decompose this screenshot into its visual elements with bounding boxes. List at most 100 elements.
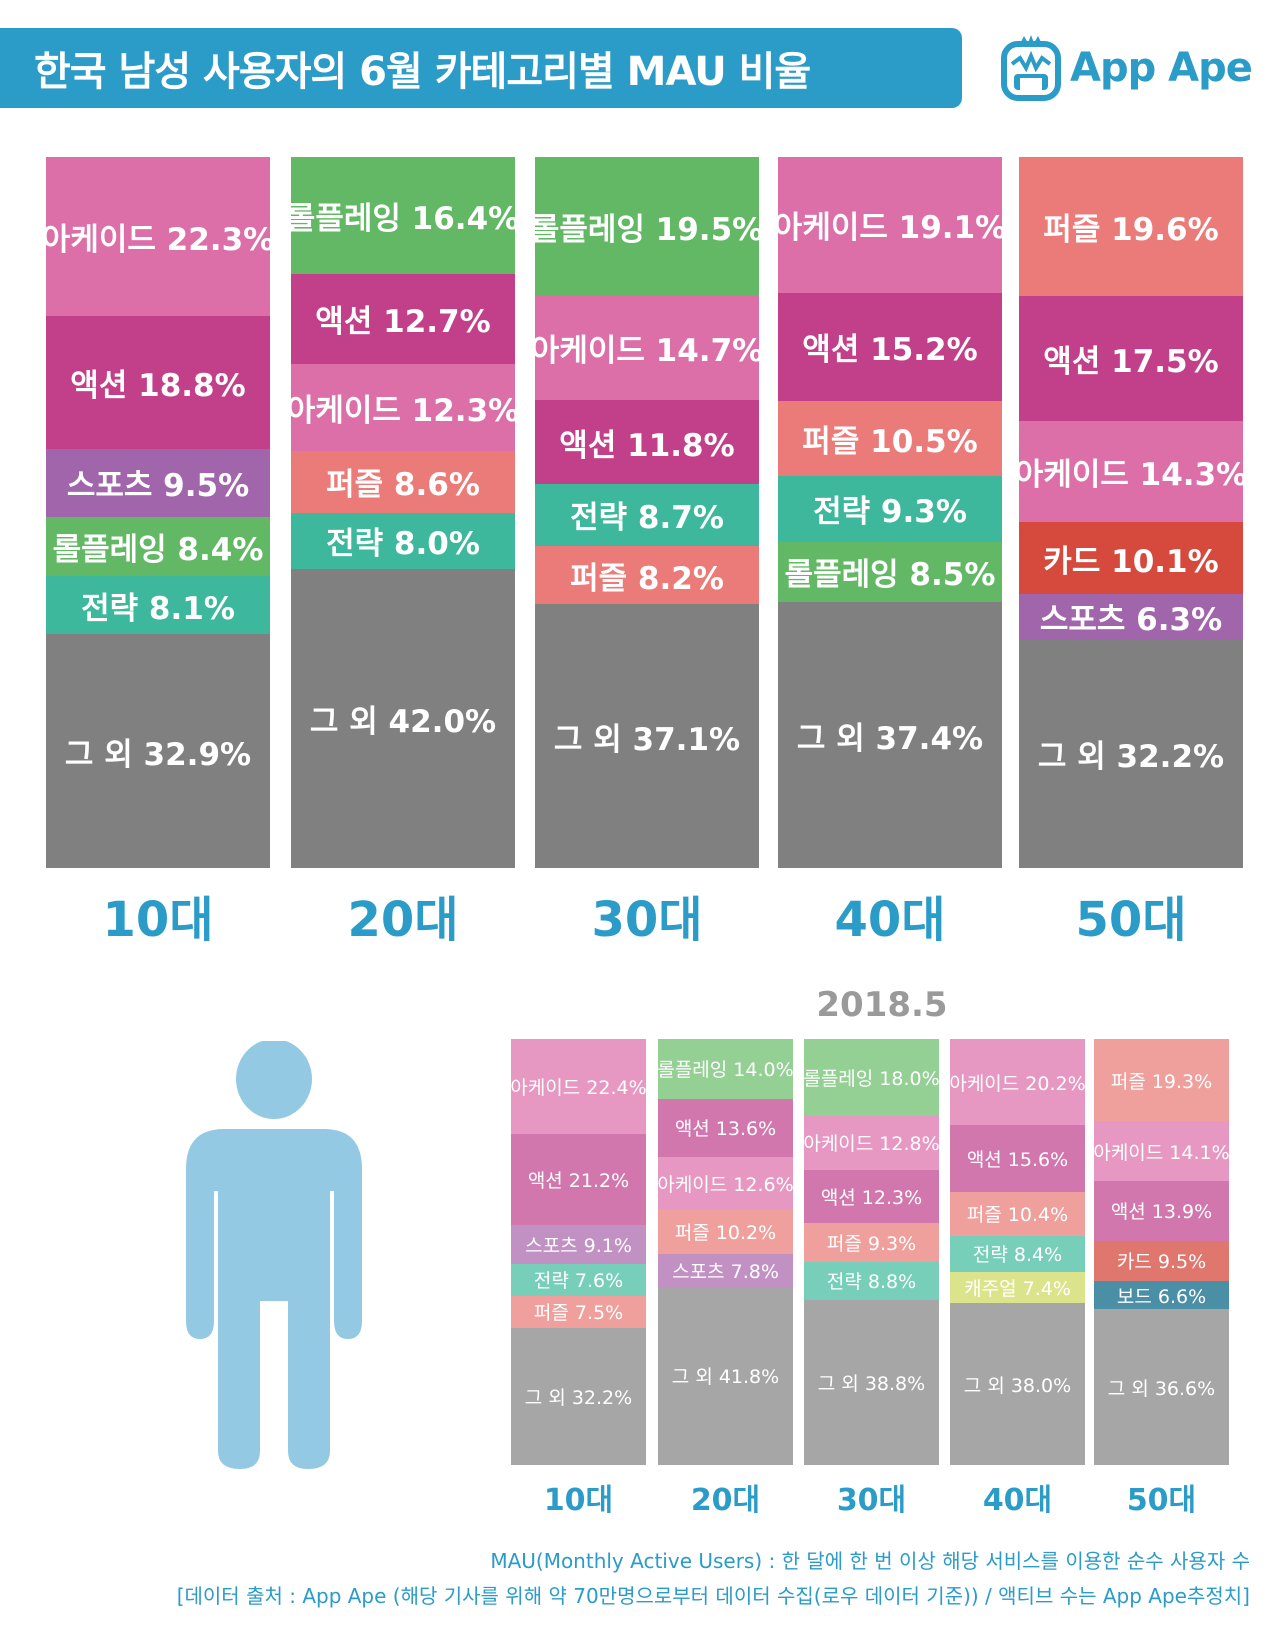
data-label: 액션 12.3% [820,1186,923,1209]
data-label: 롤플레잉 8.5% [784,557,996,594]
bar-segment: 아케이드 22.3% [46,157,270,316]
category-label: 50대 [1126,1483,1197,1518]
bar-segment: 그 외 41.8% [658,1286,793,1465]
footer-mau-definition: MAU(Monthly Active Users) : 한 달에 한 번 이상 … [490,1549,1250,1573]
bar-segment: 카드 9.5% [1094,1240,1229,1281]
stack-column: 롤플레잉 19.5% 아케이드 14.7% 액션 11.8% 전략 8.7% 퍼즐 8.… [535,157,759,868]
footer-data-source: [데이터 출처 : App Ape (해당 기사를 위해 약 70만명으로부터 … [176,1584,1250,1608]
data-label: 액션 15.6% [966,1148,1069,1171]
app-ape-logo: App Ape [1000,32,1253,104]
data-label: 액션 21.2% [527,1170,630,1193]
data-label: 롤플레잉 8.4% [52,532,264,569]
bar-segment: 액션 13.9% [1094,1181,1229,1241]
data-label: 그 외 37.4% [796,720,984,757]
data-label: 퍼즐 19.3% [1110,1070,1213,1093]
stack-column: 아케이드 19.1% 액션 15.2% 퍼즐 10.5% 전략 9.3% 롤플레잉 8.… [778,157,1002,868]
logo-text: App Ape [1070,45,1253,91]
stack-column: 퍼즐 19.6% 액션 17.5% 아케이드 14.3% 카드 10.1% 스포츠 6.… [1019,157,1243,868]
data-label: 아케이드 12.6% [658,1173,793,1196]
data-label: 아케이드 12.3% [291,393,515,430]
bar-segment: 액션 12.7% [291,273,515,364]
data-label: 퍼즐 10.2% [674,1222,777,1245]
bar-segment: 퍼즐 10.4% [950,1191,1085,1236]
data-label: 그 외 38.0% [963,1374,1072,1397]
data-label: 액션 12.7% [315,304,491,341]
prev-chart-title: 2018.5 [816,985,948,1025]
bar-segment: 액션 17.5% [1019,296,1243,421]
category-label: 10대 [543,1483,614,1518]
bar-segment: 카드 10.1% [1019,522,1243,595]
bar-segment: 그 외 38.8% [804,1299,939,1465]
data-label: 카드 9.5% [1116,1251,1207,1274]
bar-segment: 스포츠 6.3% [1019,594,1243,640]
data-label: 전략 8.8% [826,1271,917,1294]
bar-segment: 퍼즐 19.3% [1094,1039,1229,1122]
bar-segment: 그 외 37.4% [778,602,1002,868]
bar-segment: 전략 8.8% [804,1262,939,1300]
bar-segment: 액션 18.8% [46,315,270,450]
data-label: 그 외 32.2% [1037,739,1225,776]
stack-column: 아케이드 22.3% 액션 18.8% 스포츠 9.5% 롤플레잉 8.4% 전략 8.… [46,157,270,868]
male-person-icon [186,1041,362,1469]
bar-segment: 아케이드 14.7% [535,295,759,401]
category-label: 40대 [834,892,946,948]
category-label: 10대 [102,892,214,948]
bar-segment: 전략 8.7% [535,484,759,546]
category-label: 40대 [982,1483,1053,1518]
bar-segment: 액션 21.2% [511,1134,646,1225]
bar-segment: 롤플레잉 16.4% [291,157,515,274]
data-label: 보드 6.6% [1116,1285,1207,1308]
bar-segment: 그 외 37.1% [535,604,759,868]
bar-segment: 전략 8.0% [291,512,515,570]
data-label: 롤플레잉 16.4% [291,200,515,237]
bar-segment: 아케이드 19.1% [778,157,1002,293]
data-label: 그 외 36.6% [1107,1377,1216,1400]
stack-column: 롤플레잉 16.4% 액션 12.7% 아케이드 12.3% 퍼즐 8.6% 전략 8.… [291,157,515,868]
bar-segment: 아케이드 12.8% [804,1115,939,1171]
bar-segment: 스포츠 9.5% [46,449,270,517]
category-label: 20대 [690,1483,761,1518]
data-label: 전략 8.4% [972,1244,1063,1267]
data-label: 스포츠 9.5% [66,468,250,505]
bar-segment: 아케이드 12.6% [658,1156,793,1211]
category-label: 30대 [591,892,703,948]
bar-segment: 그 외 36.6% [1094,1309,1229,1465]
bar-segment: 캐주얼 7.4% [950,1271,1085,1304]
data-label: 아케이드 20.2% [950,1072,1085,1095]
data-label: 퍼즐 9.3% [826,1232,917,1255]
bar-segment: 아케이드 14.3% [1019,420,1243,523]
data-label: 퍼즐 8.2% [570,560,724,597]
bar-segment: 아케이드 14.1% [1094,1121,1229,1182]
category-label: 50대 [1075,892,1187,948]
data-label: 액션 13.6% [674,1118,777,1141]
page-title: 한국 남성 사용자의 6월 카테고리별 MAU 비율 [0,28,962,108]
data-label: 그 외 42.0% [309,704,497,741]
bar-segment: 액션 13.6% [658,1098,793,1157]
data-label: 아케이드 14.7% [535,333,759,370]
bar-segment: 스포츠 9.1% [511,1224,646,1264]
bar-segment: 전략 9.3% [778,475,1002,542]
bar-segment: 그 외 42.0% [291,569,515,868]
category-label: 20대 [347,892,459,948]
bar-segment: 퍼즐 8.2% [535,545,759,605]
bar-segment: 퍼즐 19.6% [1019,157,1243,297]
data-label: 롤플레잉 19.5% [535,211,759,248]
bar-segment: 전략 7.6% [511,1263,646,1296]
bar-segment: 퍼즐 9.3% [804,1222,939,1263]
stack-column: 롤플레잉 14.0% 액션 13.6% 아케이드 12.6% 퍼즐 10.2% 스포츠 … [658,1039,793,1465]
bar-segment: 액션 15.6% [950,1125,1085,1192]
data-label: 스포츠 6.3% [1039,602,1223,639]
bar-segment: 퍼즐 7.5% [511,1295,646,1328]
bar-segment: 아케이드 22.4% [511,1039,646,1135]
data-label: 카드 10.1% [1043,543,1219,580]
data-label: 퍼즐 10.5% [802,423,978,460]
data-label: 아케이드 22.4% [511,1077,646,1100]
bar-segment: 롤플레잉 8.5% [778,541,1002,603]
data-label: 퍼즐 8.6% [326,467,480,504]
data-label: 아케이드 14.3% [1019,457,1243,494]
bar-segment: 전략 8.1% [46,576,270,635]
data-label: 전략 9.3% [813,494,967,531]
stack-column: 아케이드 20.2% 액션 15.6% 퍼즐 10.4% 전략 8.4% 캐주얼 7.4… [950,1039,1085,1465]
data-label: 그 외 38.8% [817,1372,926,1395]
data-label: 액션 17.5% [1043,344,1219,381]
